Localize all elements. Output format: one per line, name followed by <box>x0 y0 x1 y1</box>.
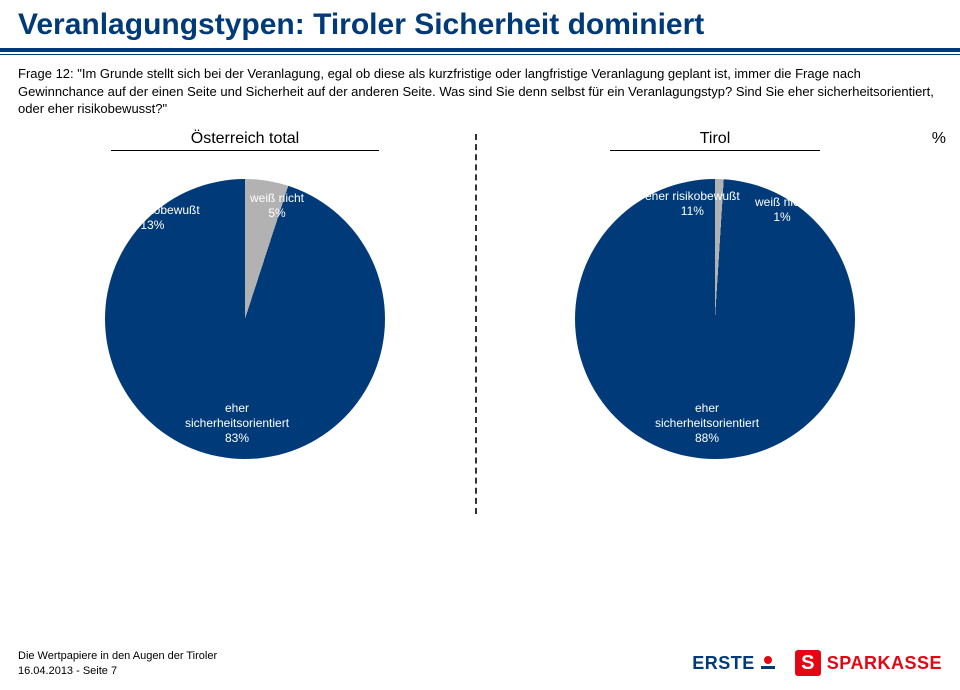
page-title: Veranlagungstypen: Tiroler Sicherheit do… <box>0 0 960 52</box>
right-header-wrap: Tirol % <box>480 130 950 151</box>
sparkasse-logo-text: SPARKASSE <box>827 653 942 674</box>
pie-left-wrap: eher risikobewußt13% weiß nicht5% ehersi… <box>95 169 395 469</box>
erste-logo-text: ERSTE <box>692 653 755 674</box>
footer: Die Wertpapiere in den Augen der Tiroler… <box>18 649 217 678</box>
question-text: Frage 12: "Im Grunde stellt sich bei der… <box>0 55 960 122</box>
left-header: Österreich total <box>111 130 379 151</box>
erste-logo: ERSTE <box>692 653 777 674</box>
label-right-risk: eher risikobewußt11% <box>645 189 740 219</box>
sparkasse-s-icon: S <box>795 650 821 676</box>
erste-dot-icon <box>759 654 777 672</box>
label-left-risk: eher risikobewußt13% <box>105 203 200 233</box>
left-header-wrap: Österreich total <box>10 130 480 151</box>
label-left-safe: ehersicherheitsorientiert83% <box>185 401 289 446</box>
chart-right-col: Tirol % eher risikobewußt11% weiß nicht1… <box>480 130 950 469</box>
footer-line1: Die Wertpapiere in den Augen der Tiroler <box>18 649 217 663</box>
right-header: Tirol <box>610 130 821 151</box>
label-left-unknown: weiß nicht5% <box>250 191 304 221</box>
label-right-safe: ehersicherheitsorientiert88% <box>655 401 759 446</box>
logos: ERSTE S SPARKASSE <box>692 650 942 676</box>
chart-left-col: Österreich total eher risikobewußt13% we… <box>10 130 480 469</box>
pie-right-wrap: eher risikobewußt11% weiß nicht1% ehersi… <box>565 169 865 469</box>
label-right-unknown: weiß nicht1% <box>755 195 809 225</box>
footer-line2: 16.04.2013 - Seite 7 <box>18 664 217 678</box>
percent-unit: % <box>932 130 946 148</box>
charts-container: Österreich total eher risikobewußt13% we… <box>0 122 960 469</box>
sparkasse-logo: S SPARKASSE <box>795 650 942 676</box>
